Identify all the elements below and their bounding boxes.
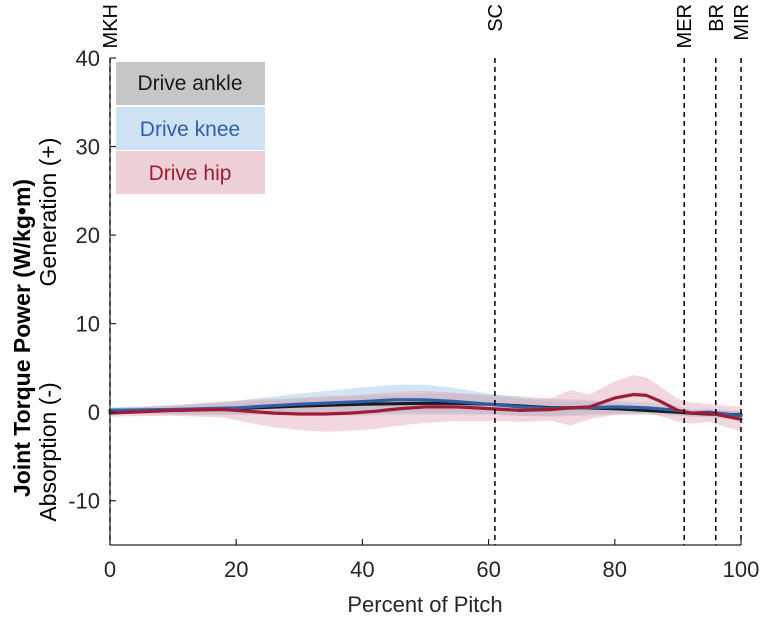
- x-tick-label: 20: [224, 557, 248, 582]
- legend-label-hip: Drive hip: [149, 162, 232, 185]
- y-tick-label: 20: [76, 223, 100, 248]
- y-tick-label: 30: [76, 135, 100, 160]
- legend-swatch-knee: [116, 107, 265, 150]
- axes: 0 20 40 60 80 100 -10 0 10 20 30 40: [68, 46, 759, 582]
- y-tick-label: 40: [76, 46, 100, 71]
- legend: Drive ankle Drive knee Drive hip: [116, 62, 265, 194]
- y-axis-title: Joint Torque Power (W/kg•m): [9, 179, 35, 497]
- series-line-drive-hip: [108, 392, 743, 421]
- legend-swatch-ankle: [116, 62, 265, 105]
- x-tick-label: 60: [476, 557, 500, 582]
- x-axis-title: Percent of Pitch: [347, 592, 502, 617]
- legend-label-ankle: Drive ankle: [137, 72, 242, 95]
- event-label-br: BR: [706, 4, 728, 32]
- x-tick-label: 80: [603, 557, 627, 582]
- x-tick-label: 40: [350, 557, 374, 582]
- y-tick-label: 0: [88, 400, 100, 425]
- x-tick-label: 0: [104, 557, 116, 582]
- y-axis-absorption-label: Absorption (-): [35, 382, 61, 521]
- y-axis-generation-label: Generation (+): [35, 138, 61, 287]
- legend-label-knee: Drive knee: [140, 118, 240, 141]
- legend-swatch-hip: [116, 151, 265, 194]
- event-label-mkh: MKH: [100, 4, 122, 48]
- event-label-mer: MER: [674, 4, 696, 48]
- x-tick-label: 100: [723, 557, 760, 582]
- series-lines: [108, 392, 743, 421]
- event-label-mir: MIR: [731, 4, 753, 41]
- event-label-sc: SC: [485, 4, 507, 32]
- y-tick-label: 10: [76, 312, 100, 337]
- event-markers: MKH SC MER BR MIR: [100, 4, 753, 545]
- y-tick-label: -10: [68, 489, 100, 514]
